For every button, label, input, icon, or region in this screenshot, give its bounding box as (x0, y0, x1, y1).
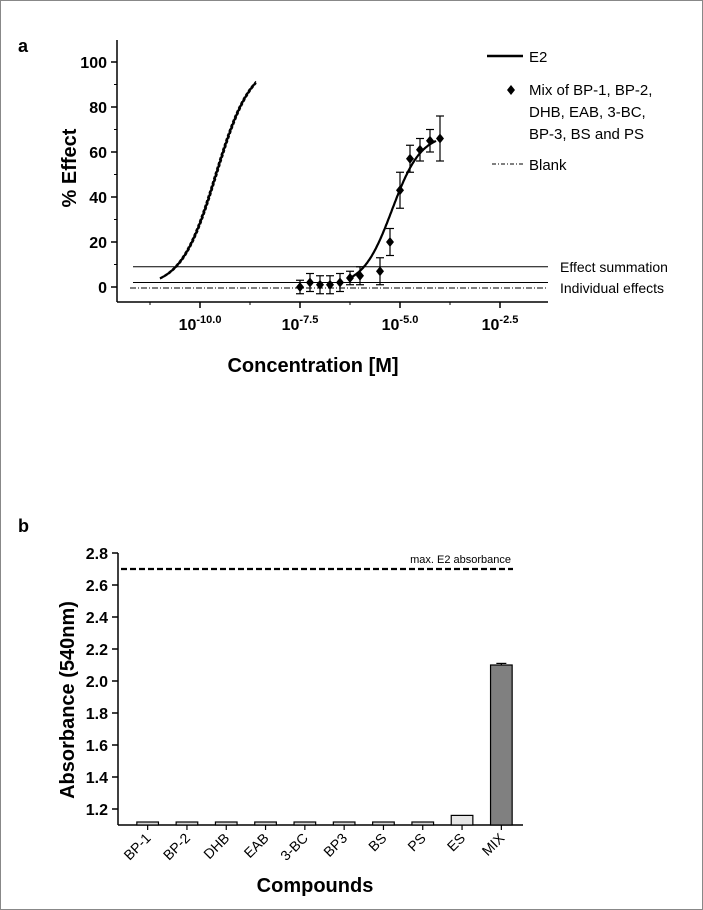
category-label: EAB (241, 830, 272, 861)
category-label: PS (404, 830, 429, 855)
bar-3-bc (293, 821, 317, 826)
panel-a-x-tick-exp: -10.0 (196, 314, 221, 326)
legend-mix-label-line3: BP-3, BS and PS (529, 126, 644, 143)
category-label: BP-2 (160, 830, 193, 863)
mix-data-point (386, 237, 394, 247)
bar-mix (489, 664, 513, 826)
panel-a-x-tick-base: 10 (179, 317, 197, 334)
panel-a-y-tick-label: 80 (89, 100, 107, 117)
mix-data-point (416, 144, 424, 155)
panel-a-x-axis-label: Concentration [M] (227, 355, 398, 377)
panel-b-label: b (18, 516, 29, 536)
panel-a-label: a (18, 36, 29, 56)
panel-a-y-tick-label: 0 (98, 280, 107, 297)
panel-a-x-tick-base: 10 (482, 317, 500, 334)
category-label: DHB (200, 830, 232, 862)
mix-data-point (436, 133, 444, 144)
mix-data-point (376, 266, 384, 277)
panel-a-x-tick-base: 10 (382, 317, 400, 334)
category-label: BP-1 (120, 830, 153, 863)
mix-data-point (296, 282, 304, 292)
category-label: BS (365, 830, 390, 855)
panel-b-y-axis-label: Absorbance (540nm) (57, 601, 79, 799)
panel-a-x-tick-label: 10-2.5 (482, 314, 519, 334)
e2-ci-lower (159, 83, 257, 280)
panel-a-y-tick-label: 100 (80, 55, 107, 72)
bar-eab (254, 821, 277, 826)
panel-b-y-tick-label: 1.4 (86, 770, 108, 787)
mix-data-point (426, 135, 434, 146)
bar-bp-2 (175, 821, 199, 826)
bar-ps (411, 821, 435, 826)
panel-b-y-tick-label: 2.4 (86, 610, 108, 627)
legend-blank-label: Blank (529, 157, 567, 174)
mix-data-point (406, 153, 414, 164)
panel-b-y-tick-label: 1.6 (86, 738, 108, 755)
e2-ci-upper (159, 80, 257, 279)
panel-a-x-tick-label: 10-5.0 (382, 314, 419, 334)
panel-a-y-axis-label: % Effect (59, 128, 81, 207)
e2-curve (159, 81, 257, 280)
mix-data-point (336, 277, 344, 288)
panel-b-y-tick-label: 1.2 (86, 802, 108, 819)
bar-bp3 (332, 821, 356, 826)
bar-bs (372, 821, 395, 826)
panel-a-y-tick-label: 40 (89, 190, 107, 207)
mix-data-point (306, 277, 314, 288)
panel-b-y-tick-label: 2.8 (86, 546, 108, 563)
bar-es (450, 814, 474, 826)
panel-a-x-tick-label: 10-10.0 (179, 314, 222, 334)
panel-b-chart: 1.2 1.4 1.6 1.8 2.0 2.2 2.4 2.6 2.8 max. E2 absor… (86, 546, 523, 864)
category-label: MIX (479, 829, 508, 858)
mix-data-point (326, 279, 334, 290)
bar-bp-1 (136, 821, 160, 826)
legend-mix-label-line2: DHB, EAB, 3-BC, (529, 104, 646, 121)
category-label: ES (444, 830, 469, 855)
legend-mix-swatch (507, 85, 515, 95)
mix-data-point (316, 279, 324, 290)
mix-data-point (346, 273, 354, 283)
mix-data-point (356, 270, 364, 281)
panel-b-y-tick-label: 1.8 (86, 706, 108, 723)
panel-b-y-tick-label: 2.2 (86, 642, 108, 659)
legend-e2-label: E2 (529, 49, 547, 66)
panel-a-y-tick-label: 60 (89, 145, 107, 162)
category-label: 3-BC (277, 830, 311, 864)
panel-a-y-tick-label: 20 (89, 235, 107, 252)
panel-b-y-tick-label: 2.6 (86, 578, 108, 595)
panel-b-y-tick-label: 2.0 (86, 674, 108, 691)
panel-b-x-axis-label: Compounds (257, 875, 374, 897)
panel-a-x-tick-label: 10-7.5 (282, 314, 319, 334)
panel-a-ref-label: Individual effects (560, 280, 664, 296)
mix-data-point (396, 185, 404, 196)
max-e2-absorbance-label: max. E2 absorbance (410, 554, 511, 566)
panel-a-x-tick-base: 10 (282, 317, 300, 334)
category-label: BP3 (320, 830, 350, 860)
legend-mix-label-line1: Mix of BP-1, BP-2, (529, 82, 652, 99)
panel-a-x-tick-exp: -5.0 (399, 314, 418, 326)
panel-a-x-tick-exp: -2.5 (499, 314, 518, 326)
bar-dhb (214, 821, 238, 826)
panel-a-ref-label: Effect summation (560, 259, 668, 275)
panel-a-x-tick-exp: -7.5 (299, 314, 318, 326)
